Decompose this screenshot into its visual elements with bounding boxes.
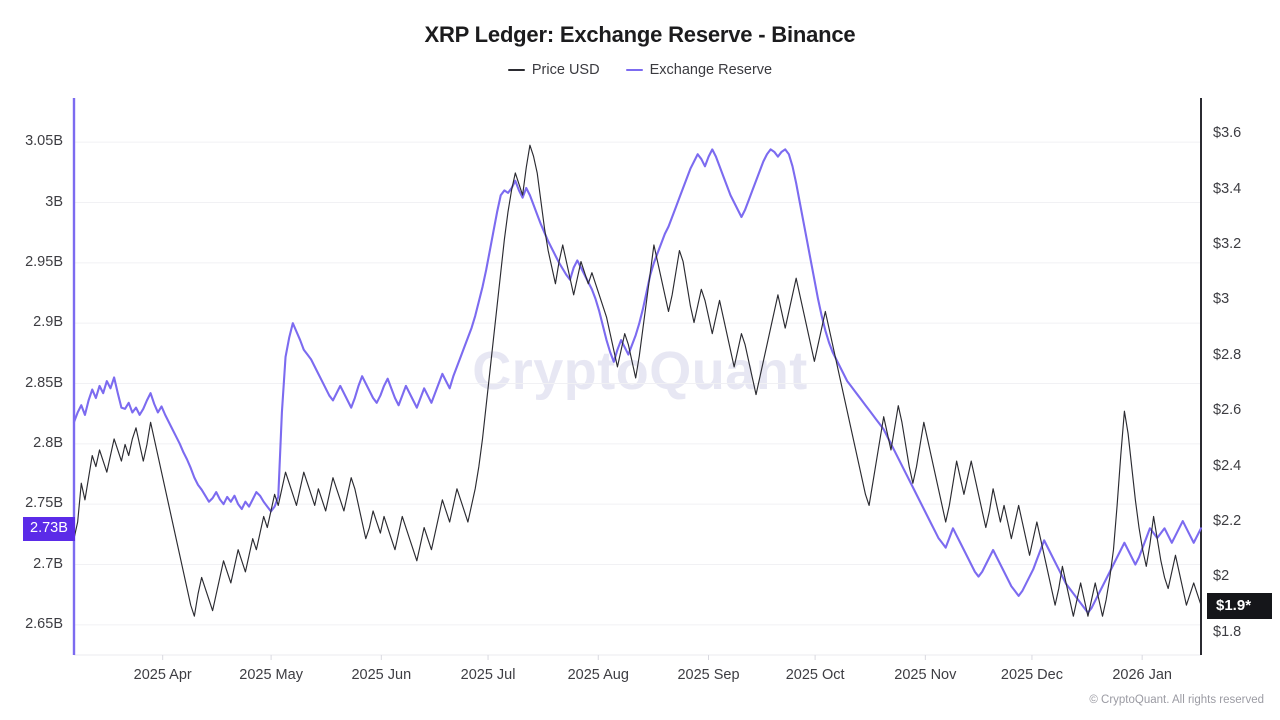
legend-item-exchange-reserve[interactable]: Exchange Reserve — [625, 62, 773, 78]
left-axis-tick-label: 2.85B — [25, 374, 63, 391]
left-axis-tick-label: 3.05B — [25, 133, 63, 150]
right-axis-tick-label: $1.8 — [1213, 623, 1242, 640]
legend-item-price-usd[interactable]: Price USD — [507, 62, 600, 78]
left-axis-tick-label: 2.8B — [33, 434, 63, 451]
right-axis-tick-label: $3 — [1213, 291, 1230, 308]
chart-legend: Price USD Exchange Reserve — [0, 62, 1280, 78]
left-axis-tick-label: 2.95B — [25, 253, 63, 270]
right-axis-tick-label: $3.4 — [1213, 180, 1242, 197]
legend-dash-price-usd — [507, 69, 525, 71]
x-axis-tick-label: 2026 Jan — [1112, 667, 1172, 683]
right-axis-tick-label: $2.8 — [1213, 346, 1242, 363]
x-axis-tick-label: 2025 Oct — [785, 667, 845, 683]
right-axis-value-badge: $1.9* — [1207, 593, 1273, 620]
x-axis-tick-label: 2025 Dec — [1000, 667, 1063, 683]
x-axis-tick-label: 2025 Aug — [567, 667, 629, 683]
left-axis-value-badge: 2.73B — [23, 517, 75, 541]
right-axis-tick-label: $2 — [1213, 568, 1230, 585]
x-axis-tick-label: 2025 Jul — [460, 667, 516, 683]
right-axis-tick-label: $2.2 — [1213, 513, 1242, 530]
series-line-price-usd[interactable] — [73, 144, 1202, 617]
x-axis-tick-label: 2025 Apr — [133, 667, 192, 683]
left-axis-tick-label: 3B — [45, 193, 63, 210]
legend-label-price-usd: Price USD — [531, 62, 600, 78]
gridlines — [74, 141, 1201, 656]
x-axis-ticks — [162, 655, 1143, 660]
left-axis-tick-label: 2.9B — [33, 314, 63, 331]
left-axis-tick-label: 2.7B — [33, 555, 63, 572]
legend-label-exchange-reserve: Exchange Reserve — [649, 62, 773, 78]
x-axis-tick-label: 2025 May — [239, 667, 303, 683]
right-axis-tick-label: $2.6 — [1213, 402, 1242, 419]
x-axis-tick-label: 2025 Jun — [351, 667, 412, 683]
left-axis-tick-label: 2.75B — [25, 495, 63, 512]
series-line-exchange-reserve[interactable] — [72, 148, 1203, 614]
x-axis-tick-label: 2025 Nov — [894, 667, 957, 683]
right-axis-tick-label: $2.4 — [1213, 457, 1242, 474]
footer-credit: © CryptoQuant. All rights reserved — [1089, 694, 1264, 706]
left-axis-tick-label: 2.65B — [25, 615, 63, 632]
right-axis-tick-label: $3.2 — [1213, 235, 1242, 252]
page-title: XRP Ledger: Exchange Reserve - Binance — [424, 22, 856, 47]
legend-dash-exchange-reserve — [625, 69, 643, 71]
right-axis-tick-label: $3.6 — [1213, 125, 1242, 142]
x-axis-tick-label: 2025 Sep — [677, 667, 740, 683]
